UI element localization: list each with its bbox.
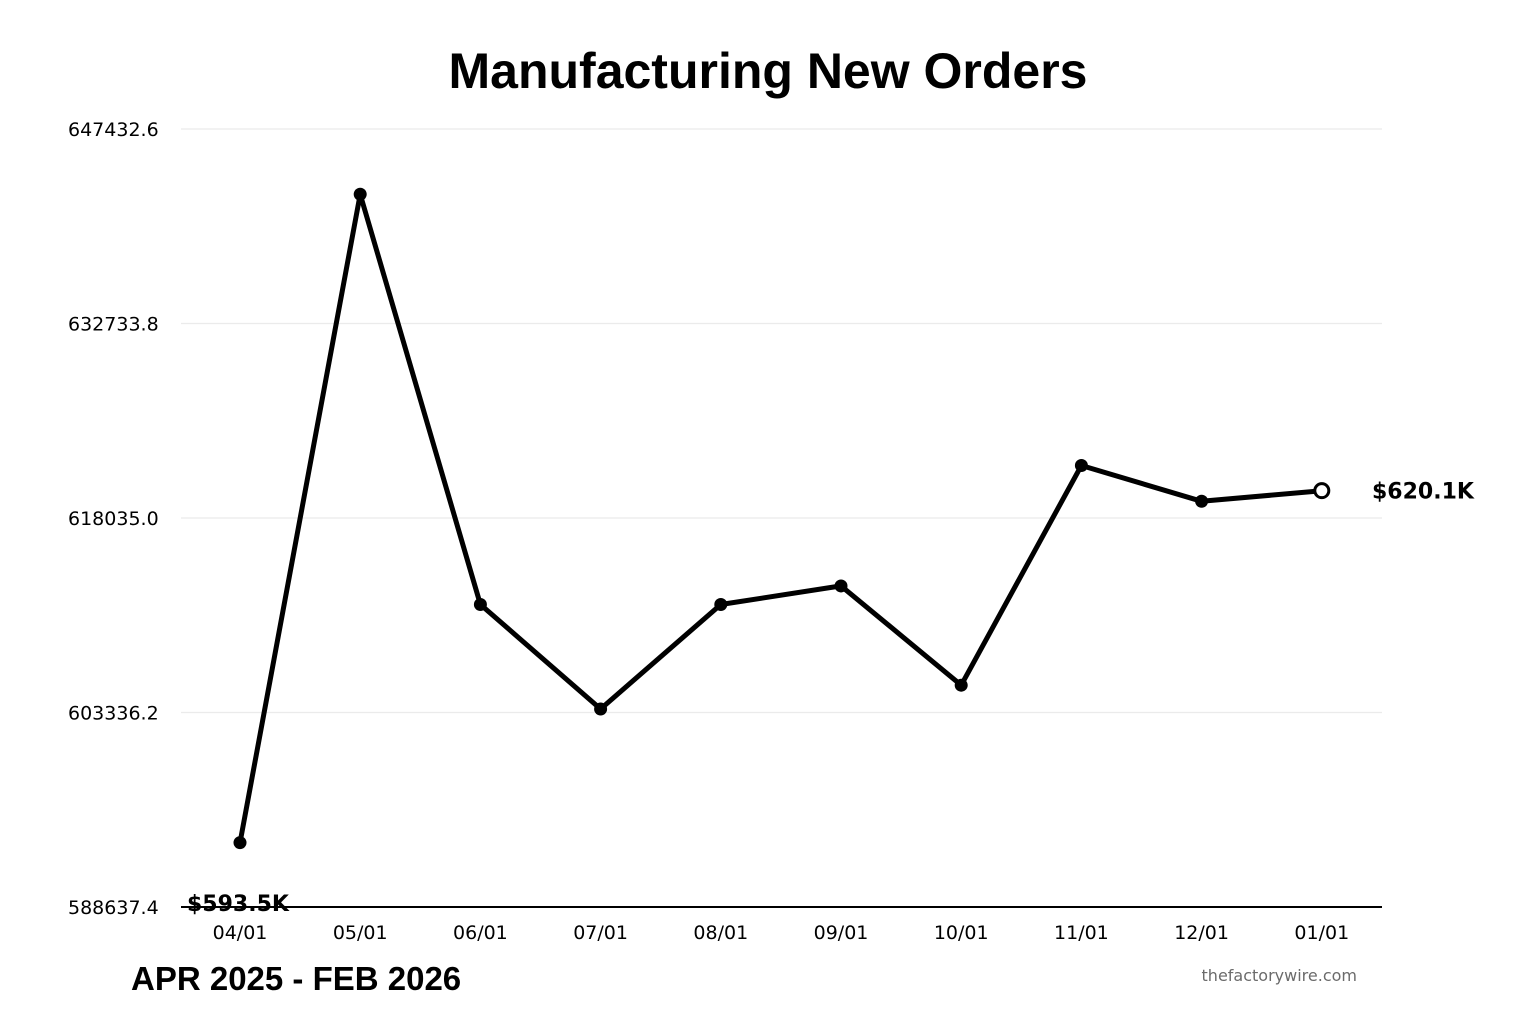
series-line <box>237 191 1325 846</box>
y-tick-label: 603336.2 <box>68 703 159 725</box>
x-tick-label: 04/01 <box>213 922 268 944</box>
end-value-label: $620.1K <box>1372 480 1475 505</box>
x-tick-label: 08/01 <box>693 922 748 944</box>
x-tick-label: 01/01 <box>1294 922 1349 944</box>
date-range-label: APR 2025 - FEB 2026 <box>131 960 461 997</box>
y-tick-label: 618035.0 <box>68 508 159 530</box>
y-tick-label: 647432.6 <box>68 119 159 141</box>
x-tick-label: 12/01 <box>1174 922 1229 944</box>
x-tick-label: 09/01 <box>814 922 869 944</box>
y-tick-label: 588637.4 <box>68 897 159 919</box>
x-tick-label: 05/01 <box>333 922 388 944</box>
data-point <box>1195 494 1209 508</box>
y-axis-tick-labels: 647432.6 632733.8 618035.0 603336.2 588637.4 <box>68 119 159 919</box>
data-point <box>353 187 367 201</box>
data-point <box>594 702 608 716</box>
chart-title: Manufacturing New Orders <box>449 43 1088 99</box>
data-point <box>473 597 487 611</box>
source-credit: thefactorywire.com <box>1202 966 1357 985</box>
data-point <box>834 579 848 593</box>
x-tick-label: 07/01 <box>573 922 628 944</box>
data-point <box>233 836 247 850</box>
x-tick-label: 11/01 <box>1054 922 1109 944</box>
data-point <box>954 678 968 692</box>
gridlines <box>181 128 1382 714</box>
data-point-latest <box>1313 482 1331 500</box>
x-tick-label: 06/01 <box>453 922 508 944</box>
data-points <box>233 187 1331 850</box>
data-point <box>714 597 728 611</box>
x-axis-tick-labels: 04/01 05/01 06/01 07/01 08/01 09/01 10/01 11/01… <box>213 922 1350 944</box>
data-point <box>1074 459 1088 473</box>
start-value-label: $593.5K <box>187 892 290 917</box>
y-tick-label: 632733.8 <box>68 314 159 336</box>
x-tick-label: 10/01 <box>934 922 989 944</box>
